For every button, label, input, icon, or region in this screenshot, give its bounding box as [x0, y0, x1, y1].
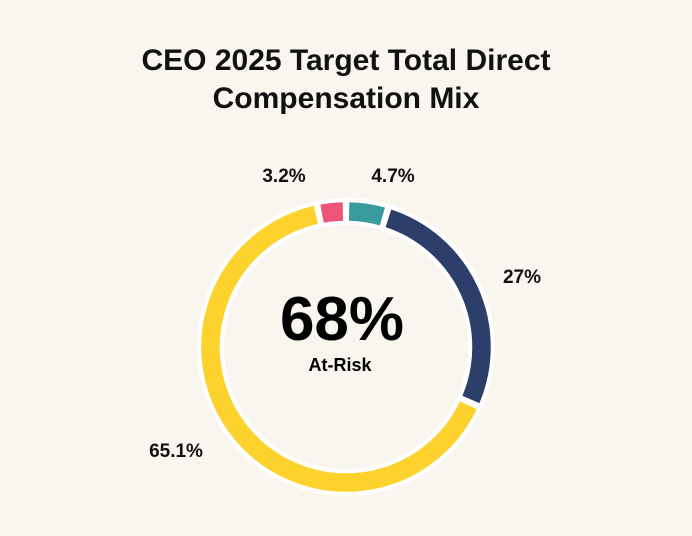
slice-label-2: 27%: [503, 267, 541, 288]
donut-slices: [197, 198, 495, 496]
chart-title-line-2: Compensation Mix: [212, 82, 480, 115]
chart-title-line-1: CEO 2025 Target Total Direct: [141, 44, 551, 77]
donut-slice-4: [317, 199, 346, 226]
center-value: 68%: [280, 285, 404, 354]
center-caption: At-Risk: [308, 355, 372, 375]
donut-slice-1: [346, 199, 388, 229]
chart-title: CEO 2025 Target Total Direct Compensatio…: [0, 42, 692, 118]
slice-labels: 4.7% 27% 65.1% 3.2%: [149, 166, 541, 462]
slice-label-4: 3.2%: [262, 166, 305, 187]
slice-label-1: 4.7%: [371, 166, 414, 187]
slice-label-3: 65.1%: [149, 441, 203, 462]
donut-slice-3: [198, 203, 480, 495]
donut-slice-2: [382, 206, 494, 407]
